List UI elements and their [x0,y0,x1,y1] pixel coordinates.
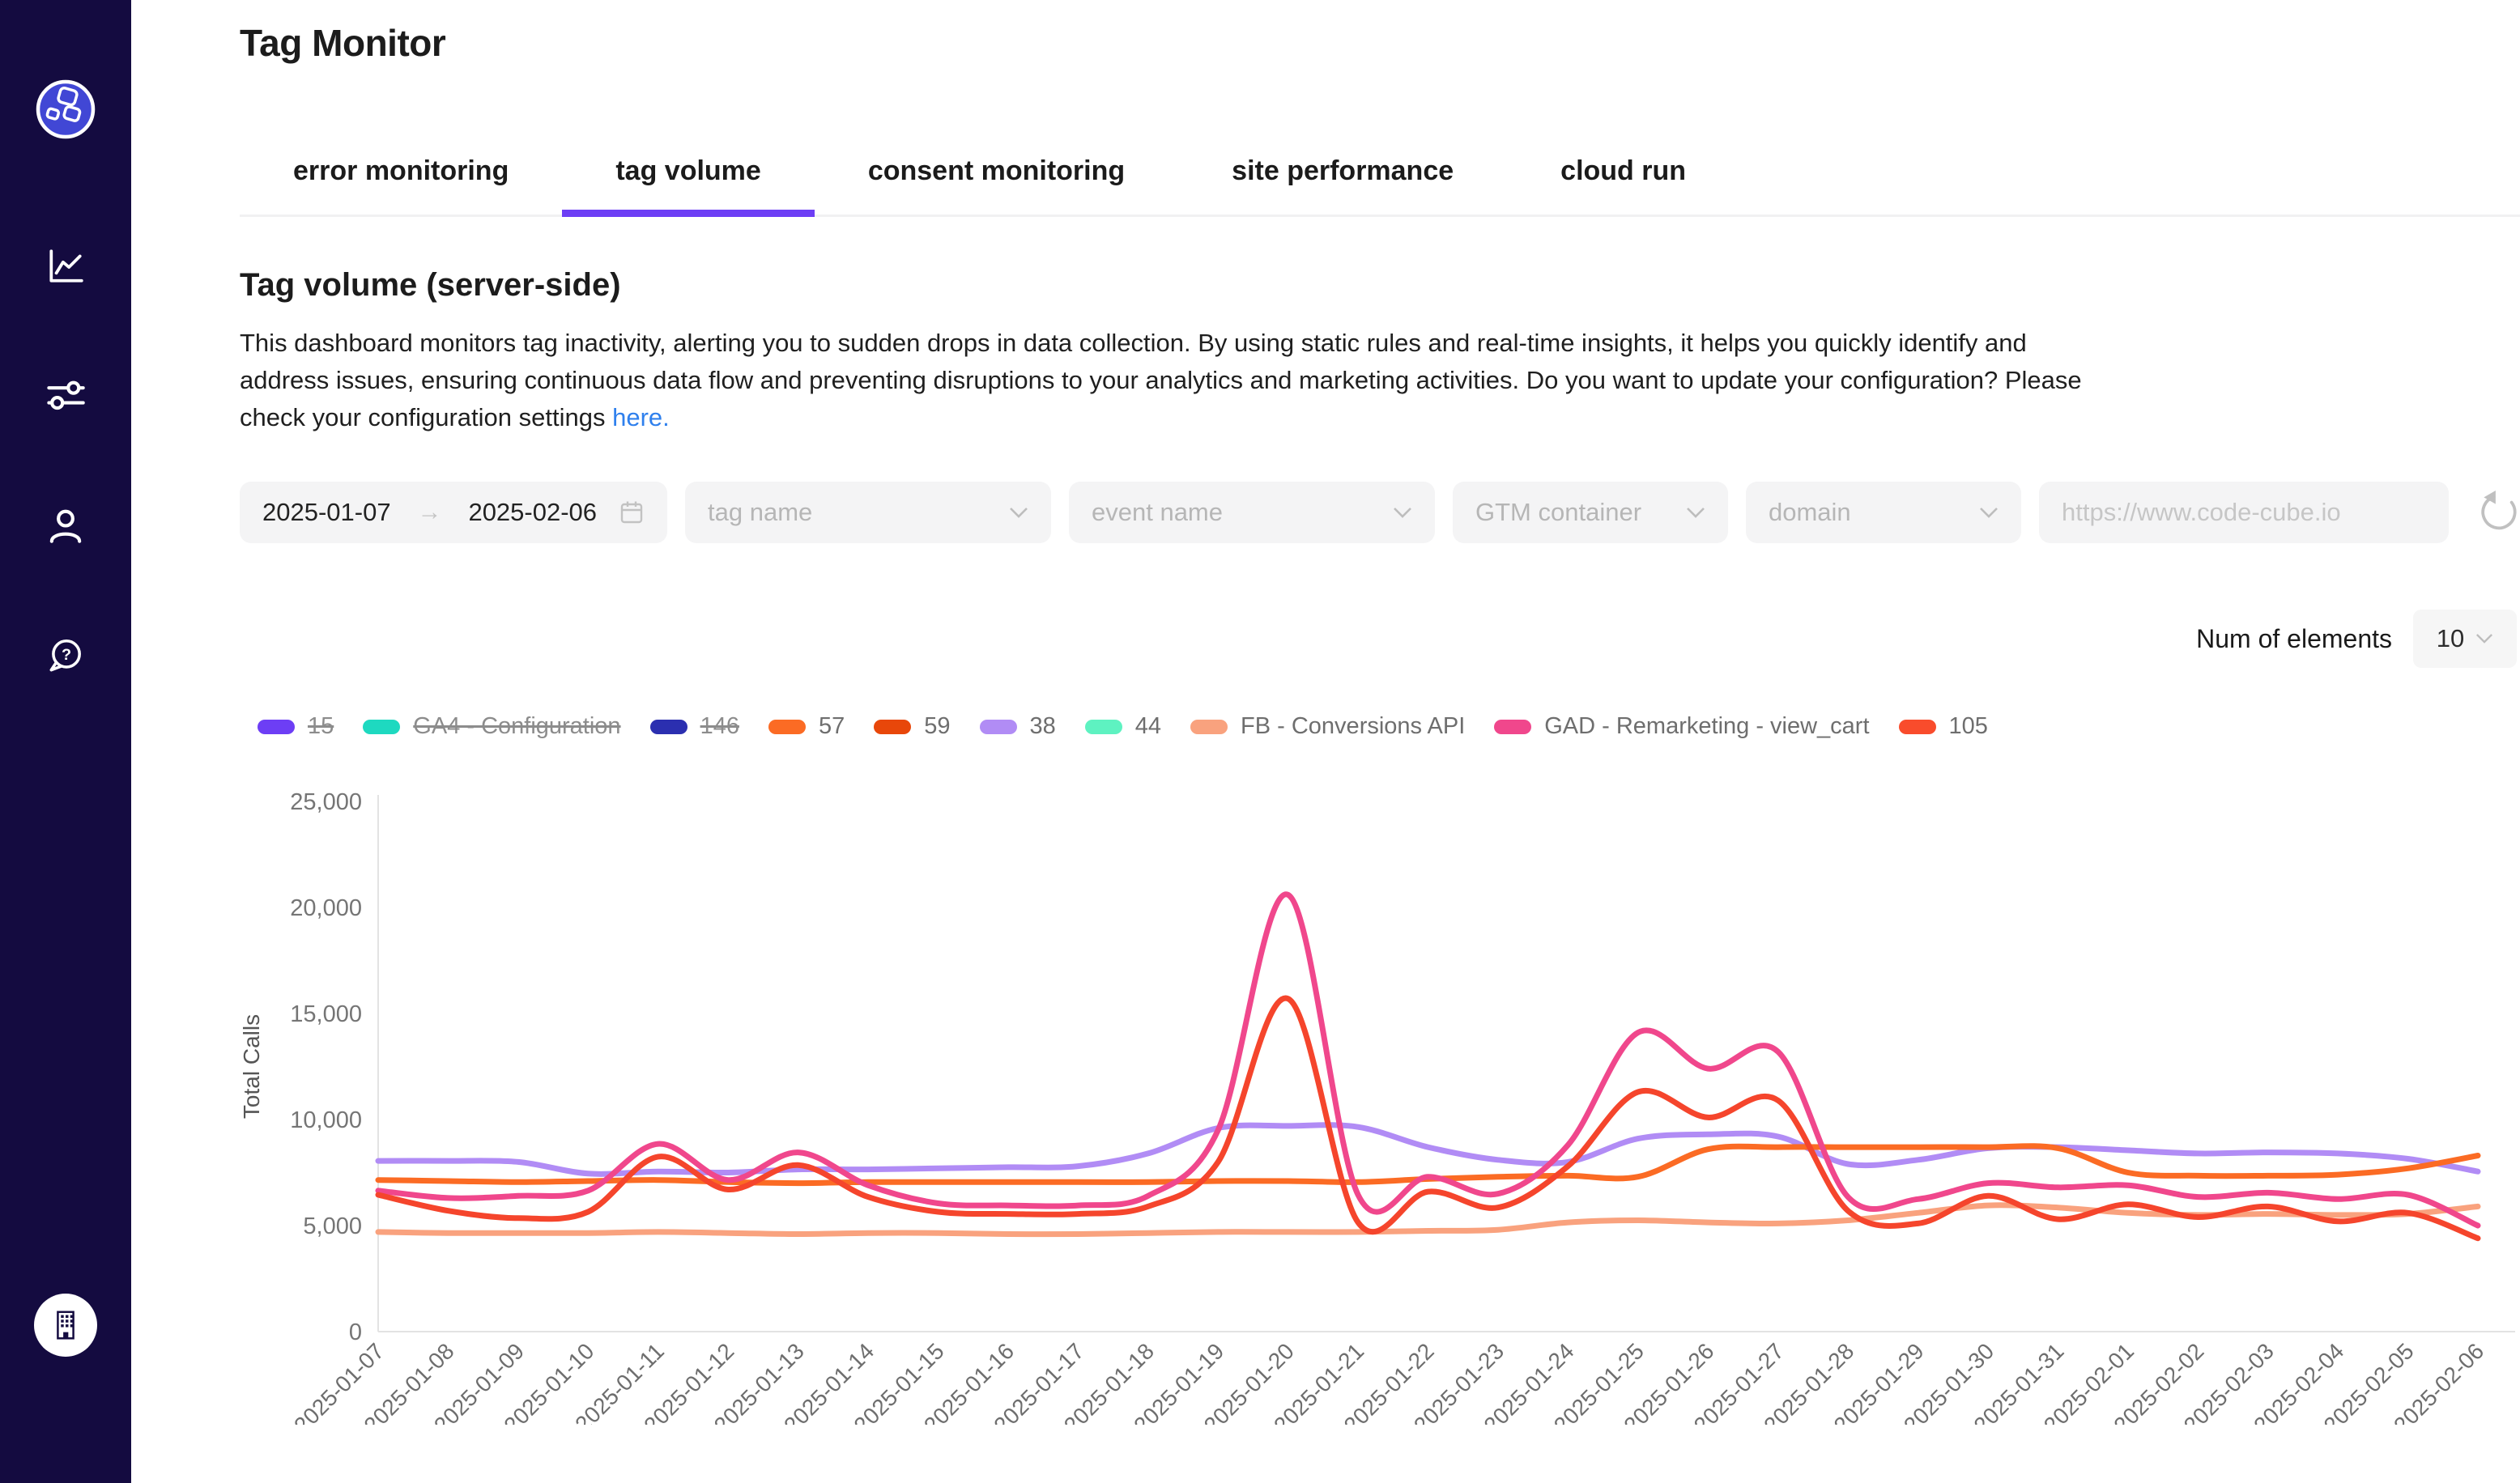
y-tick-label: 25,000 [290,789,362,815]
url-input-wrap [2039,482,2449,543]
legend-label: 57 [818,713,845,739]
chevron-down-icon [1980,507,1998,518]
legend-label: FB - Conversions API [1241,713,1466,739]
legend-swatch [874,719,912,734]
chart-line-fb-conversions-api[interactable] [375,1202,2481,1238]
sidebar-nav: ? [0,246,131,677]
legend-label: 105 [1948,713,1988,739]
domain-placeholder: domain [1769,498,1851,526]
legend-swatch [1898,719,1936,734]
tab-cloud-run[interactable]: cloud run [1560,155,1687,186]
chart-line-38[interactable] [375,1122,2481,1177]
gtm-container-placeholder: GTM container [1475,498,1642,526]
chevron-down-icon [2476,634,2493,644]
event-name-select[interactable]: event name [1069,482,1435,543]
legend-swatch [258,719,295,734]
legend-item[interactable]: GAD - Remarketing - view_cart [1494,713,1870,740]
legend-label: 38 [1029,713,1056,739]
url-input[interactable] [2062,498,2426,527]
chart-line-gad-remarketing-view-cart[interactable] [375,891,2481,1229]
domain-select[interactable]: domain [1746,482,2021,543]
legend-swatch [649,719,687,734]
legend-swatch [768,719,806,734]
svg-text:?: ? [62,646,71,664]
organization-button[interactable] [34,1294,97,1357]
analytics-chart-icon[interactable] [0,246,131,287]
legend-item[interactable]: 59 [874,713,951,740]
y-tick-label: 20,000 [290,895,362,921]
legend-swatch [979,719,1017,734]
legend-item[interactable]: 146 [649,713,739,740]
legend-item[interactable]: 105 [1898,713,1988,740]
code-cube-logo-icon[interactable] [0,78,131,141]
tab-tag-volume[interactable]: tag volume [562,136,815,217]
legend-label: GA4 - Configuration [413,713,621,739]
chevron-down-icon [1010,507,1028,518]
tag-name-select[interactable]: tag name [685,482,1051,543]
tab-bar: error monitoring tag volume consent moni… [240,136,2520,217]
legend-item[interactable]: FB - Conversions API [1190,713,1465,740]
legend-swatch [1494,719,1532,734]
legend-item[interactable]: 57 [768,713,845,740]
legend-label: 15 [308,713,334,739]
chevron-down-icon [1687,507,1705,518]
y-tick-label: 15,000 [290,1001,362,1027]
date-range-picker[interactable]: 2025-01-07 → 2025-02-06 [240,482,667,543]
legend-item[interactable]: 15 [258,713,334,740]
legend-label: 146 [700,713,739,739]
num-of-elements-label: Num of elements [2196,623,2392,653]
tab-consent-monitoring[interactable]: consent monitoring [867,155,1126,186]
legend-item[interactable]: 44 [1084,713,1162,740]
chart-line-105[interactable] [375,995,2481,1242]
date-range-start: 2025-01-07 [262,498,391,526]
calendar-icon [620,501,643,524]
date-range-arrow-icon: → [417,499,442,525]
legend-label: 59 [924,713,951,739]
num-of-elements-row: Num of elements 10 [240,610,2517,668]
num-of-elements-select[interactable]: 10 [2413,610,2517,668]
section-heading: Tag volume (server-side) [240,267,621,303]
num-of-elements-value: 10 [2436,624,2465,652]
y-tick-label: 10,000 [290,1107,362,1133]
event-name-placeholder: event name [1092,498,1223,526]
building-icon [57,1311,74,1340]
sliders-settings-icon[interactable] [0,376,131,418]
tag-volume-chart[interactable]: 0 5,000 10,000 15,000 20,000 25,000 Total Call… [239,767,2520,1438]
legend-item[interactable]: GA4 - Configuration [363,713,621,740]
section-description: This dashboard monitors tag inactivity, … [240,325,2094,436]
legend-swatch [1190,719,1228,734]
gtm-container-select[interactable]: GTM container [1453,482,1728,543]
chart-canvas[interactable]: 0 5,000 10,000 15,000 20,000 25,000 Total Call… [239,767,2520,1438]
date-range-end: 2025-02-06 [468,498,598,526]
y-tick-label: 0 [349,1319,362,1345]
user-icon[interactable] [0,507,131,547]
reset-filters-button[interactable] [2473,487,2520,539]
legend-label: 44 [1134,713,1162,739]
sidebar: ? [0,0,131,1483]
main-content: Tag Monitor error monitoring tag volume … [131,0,2520,1483]
chart-legend: 15 GA4 - Configuration 146 57 59 38 44 FB - Con… [258,713,2520,740]
configuration-settings-link[interactable]: here. [612,403,670,431]
tab-error-monitoring[interactable]: error monitoring [293,155,509,186]
tag-name-placeholder: tag name [708,498,813,526]
y-axis-title: Total Calls [240,1014,264,1119]
filter-bar: 2025-01-07 → 2025-02-06 tag name event n… [240,482,2520,543]
legend-swatch [363,719,401,734]
legend-item[interactable]: 38 [979,713,1056,740]
y-tick-label: 5,000 [303,1213,362,1239]
tab-site-performance[interactable]: site performance [1232,155,1454,186]
help-icon[interactable]: ? [0,636,131,677]
page-title: Tag Monitor [240,22,446,64]
legend-swatch [1084,719,1122,734]
reset-refresh-icon [2481,490,2517,529]
description-text: This dashboard monitors tag inactivity, … [240,329,2082,431]
chevron-down-icon [1394,507,1411,518]
legend-label: GAD - Remarketing - view_cart [1544,713,1870,739]
